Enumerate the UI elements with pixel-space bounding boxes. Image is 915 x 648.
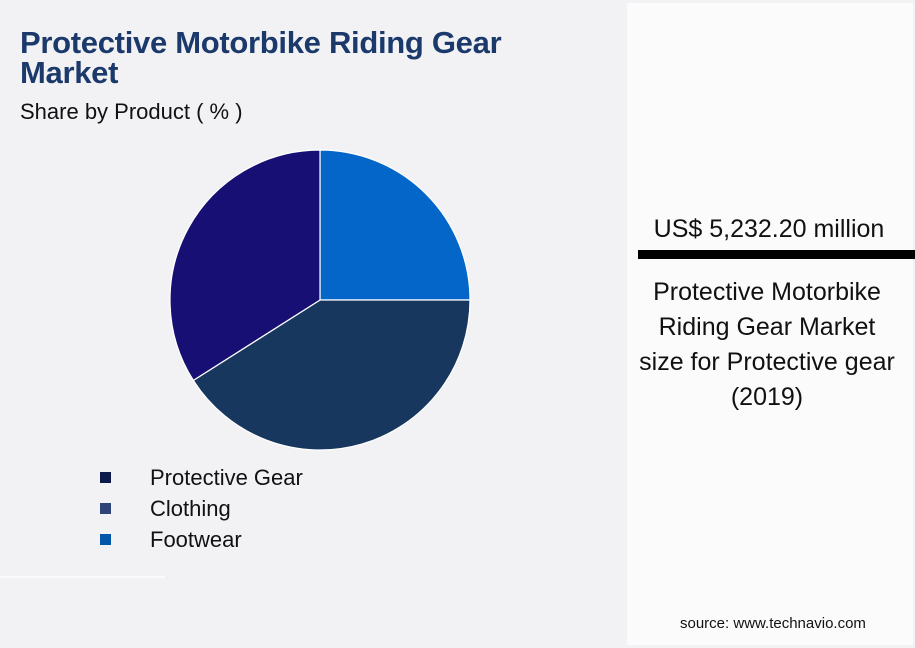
chart-subtitle: Share by Product ( % ) — [20, 99, 243, 124]
legend-swatch-icon — [100, 472, 111, 483]
legend-swatch-icon — [100, 503, 111, 514]
legend-swatch-icon — [100, 534, 111, 545]
pie-chart — [169, 149, 471, 451]
kpi-description: Protective Motorbike Riding Gear Market … — [639, 278, 895, 411]
legend-item-footwear: Footwear — [100, 524, 303, 555]
chart-title: Protective Motorbike Riding Gear Market — [20, 25, 502, 90]
legend-label: Protective Gear — [150, 464, 303, 490]
legend-label: Clothing — [150, 495, 231, 521]
divider — [0, 576, 165, 578]
legend-item-protective-gear: Protective Gear — [100, 462, 303, 493]
kpi-panel — [627, 3, 913, 645]
kpi-divider — [638, 250, 915, 259]
legend-item-clothing: Clothing — [100, 493, 303, 524]
pie-slice-protective-gear — [169, 149, 321, 382]
source-credit: source: www.technavio.com — [680, 615, 866, 632]
pie-slice-clothing — [192, 299, 471, 451]
legend-label: Footwear — [150, 526, 242, 552]
legend: Protective Gear Clothing Footwear — [100, 462, 303, 555]
kpi-value: US$ 5,232.20 million — [653, 215, 885, 243]
pie-slice-footwear — [319, 149, 471, 301]
